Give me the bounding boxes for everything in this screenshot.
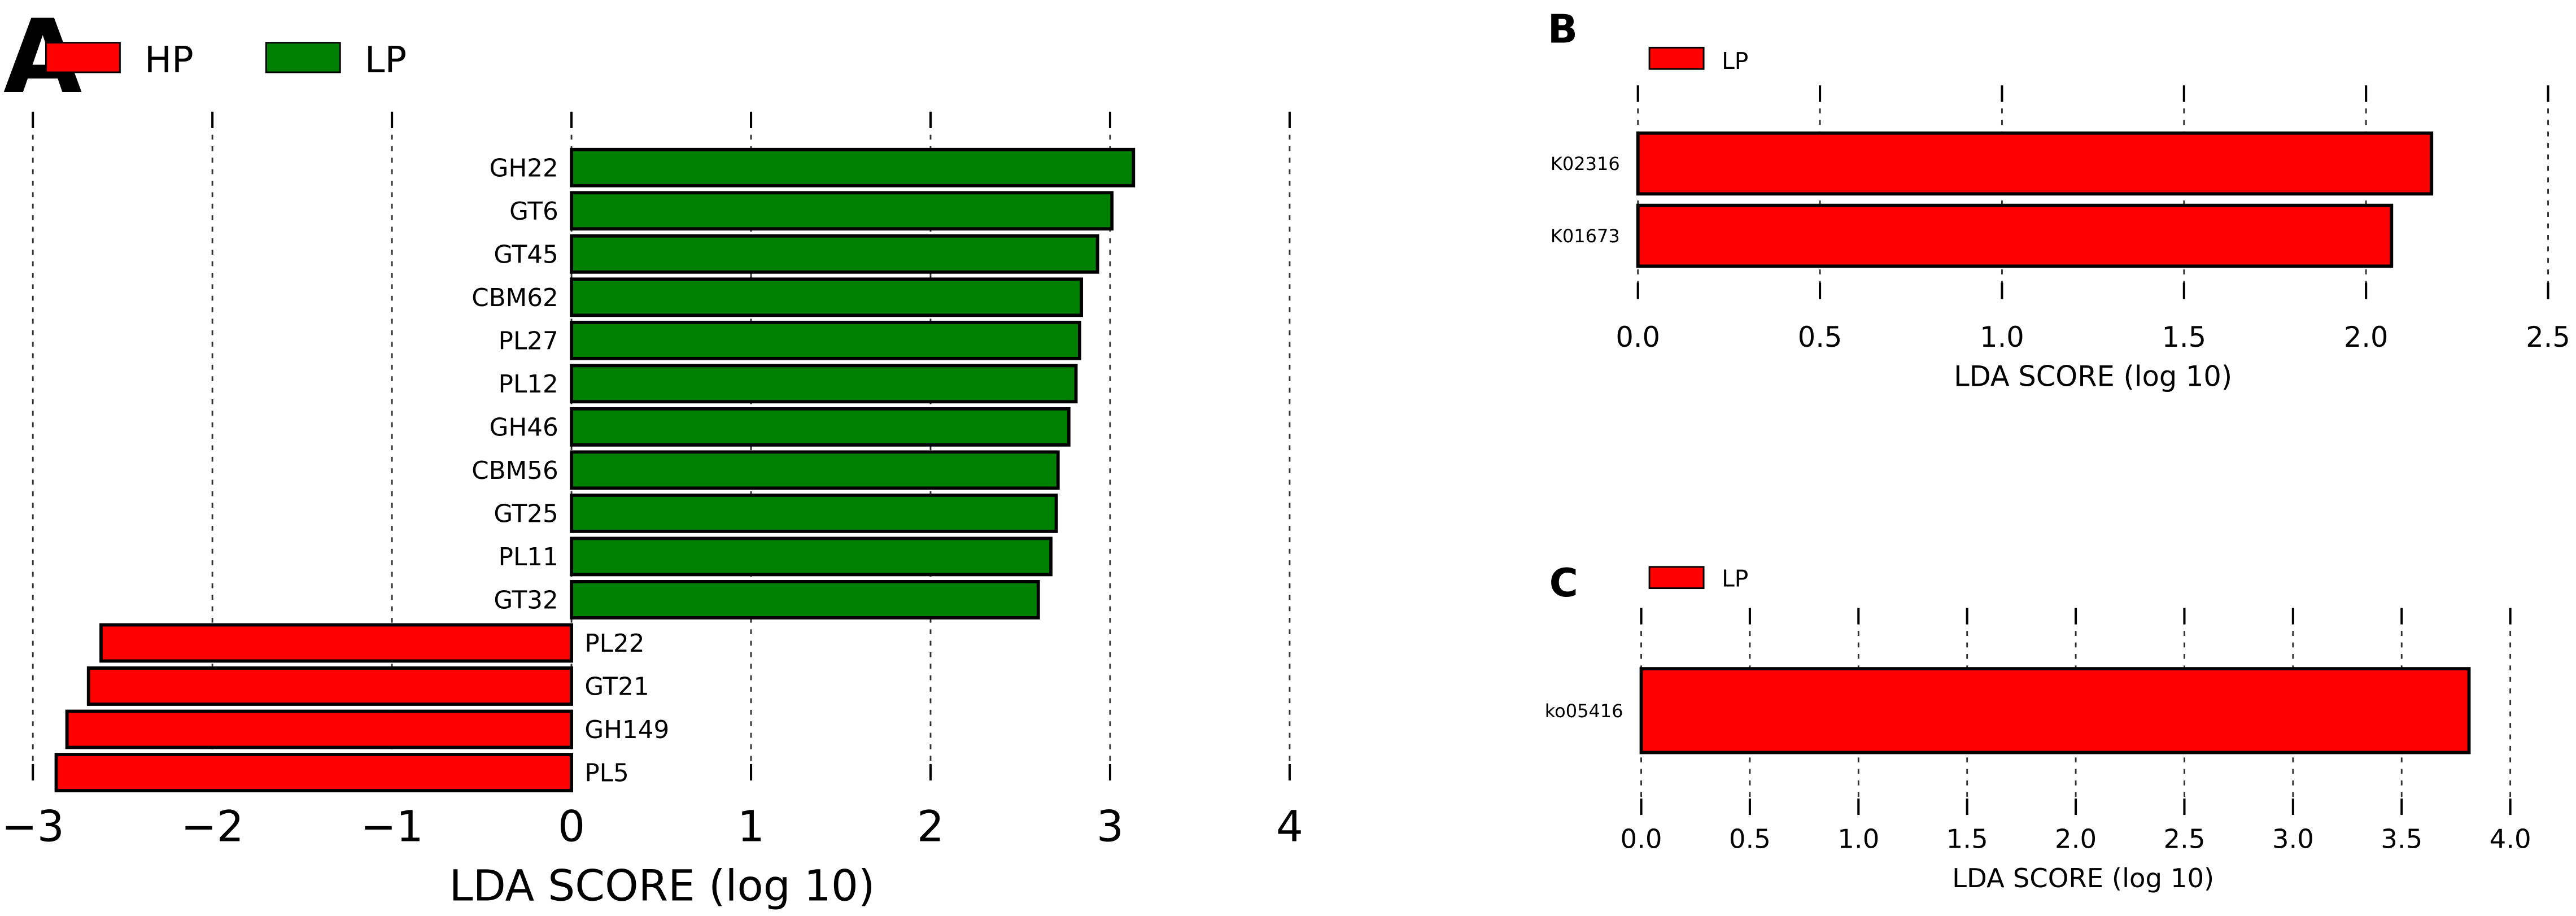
x-tick-label: −3 xyxy=(1,802,64,852)
category-label: CBM56 xyxy=(471,456,558,485)
panel-letter: C xyxy=(1549,560,1578,606)
legend-label: HP xyxy=(145,40,194,81)
x-tick-label: −1 xyxy=(360,802,423,852)
x-tick-label: 2.0 xyxy=(2344,321,2389,354)
bar xyxy=(570,191,1114,231)
x-tick-label: 1 xyxy=(737,802,765,852)
x-tick-label: 2.0 xyxy=(2055,823,2097,854)
x-tick-label: 4.0 xyxy=(2490,823,2531,854)
bar xyxy=(570,407,1071,447)
category-label: PL22 xyxy=(584,629,644,658)
bar xyxy=(1639,667,2471,754)
category-label: K01673 xyxy=(1551,225,1620,247)
x-tick-label: 2.5 xyxy=(2163,823,2205,854)
x-tick-label: 1.5 xyxy=(2162,321,2206,354)
category-label: GH22 xyxy=(490,154,558,182)
category-label: PL27 xyxy=(499,327,558,356)
x-axis-label: LDA SCORE (log 10) xyxy=(1954,360,2232,393)
x-tick-label: 3.5 xyxy=(2381,823,2422,854)
legend-swatch xyxy=(45,42,121,73)
category-label: GH149 xyxy=(584,716,669,744)
bar xyxy=(570,320,1081,360)
bar xyxy=(570,580,1040,620)
x-tick-label: 4 xyxy=(1276,802,1303,852)
panel-letter: B xyxy=(1548,7,1578,53)
x-tick-label: 1.0 xyxy=(1980,321,2024,354)
x-tick-label: 0.5 xyxy=(1798,321,1843,354)
bar xyxy=(86,666,573,706)
category-label: GT6 xyxy=(509,197,558,226)
bar xyxy=(570,493,1058,533)
x-tick-label: 0 xyxy=(558,802,585,852)
bar xyxy=(570,364,1078,404)
bar xyxy=(1636,203,2394,268)
x-tick-label: 3 xyxy=(1097,802,1124,852)
category-label: GT45 xyxy=(494,241,558,269)
category-label: PL12 xyxy=(499,370,558,399)
legend-label: LP xyxy=(1722,47,1748,75)
bar xyxy=(99,623,573,663)
legend-label: LP xyxy=(365,40,407,81)
x-tick-label: 1.5 xyxy=(1946,823,1988,854)
bar xyxy=(570,234,1099,274)
bar xyxy=(570,450,1060,490)
x-tick-label: 3.0 xyxy=(2272,823,2314,854)
x-tick-label: 0.0 xyxy=(1616,321,1660,354)
category-label: PL5 xyxy=(584,759,628,788)
x-tick-label: 2.5 xyxy=(2526,321,2570,354)
bar xyxy=(1636,131,2434,196)
category-label: GT25 xyxy=(494,500,558,529)
legend-swatch xyxy=(1648,46,1705,70)
category-label: PL11 xyxy=(499,543,558,572)
category-label: GT21 xyxy=(584,673,649,701)
panel-a: A HP LP−3 −2 −1 0 1 2 3 4GH22GT6GT45CBM62PL27PL12… xyxy=(1,0,1303,910)
legend-swatch xyxy=(1648,566,1705,590)
category-label: K02316 xyxy=(1551,153,1620,175)
bar xyxy=(65,709,573,749)
category-label: ko05416 xyxy=(1545,700,1623,722)
x-tick-label: 0.0 xyxy=(1621,823,1662,854)
bar xyxy=(54,753,573,792)
x-axis-label: LDA SCORE (log 10) xyxy=(1952,863,2214,893)
x-tick-label: −2 xyxy=(181,802,243,852)
x-tick-label: 2 xyxy=(917,802,944,852)
bar xyxy=(570,536,1053,577)
x-tick-label: 0.5 xyxy=(1729,823,1771,854)
legend-swatch xyxy=(265,42,341,73)
legend-label: LP xyxy=(1722,565,1748,592)
panel-c: C LP 0.0 0.5 1.0 1.5 2.0 2.5 3.0 3.5 4.0 ko05416 LDA… xyxy=(1545,560,2531,893)
x-tick-label: 1.0 xyxy=(1837,823,1879,854)
category-label: GH46 xyxy=(490,413,558,442)
category-label: GT32 xyxy=(494,586,558,615)
x-axis-label: LDA SCORE (log 10) xyxy=(449,861,875,910)
panel-b: B LP 0.0 0.5 1.0 1.5 2.0 2.5 K02316 K01673 LDA SCO… xyxy=(1548,7,2570,393)
bar xyxy=(570,277,1083,317)
bar xyxy=(570,147,1136,187)
category-label: CBM62 xyxy=(471,283,558,312)
